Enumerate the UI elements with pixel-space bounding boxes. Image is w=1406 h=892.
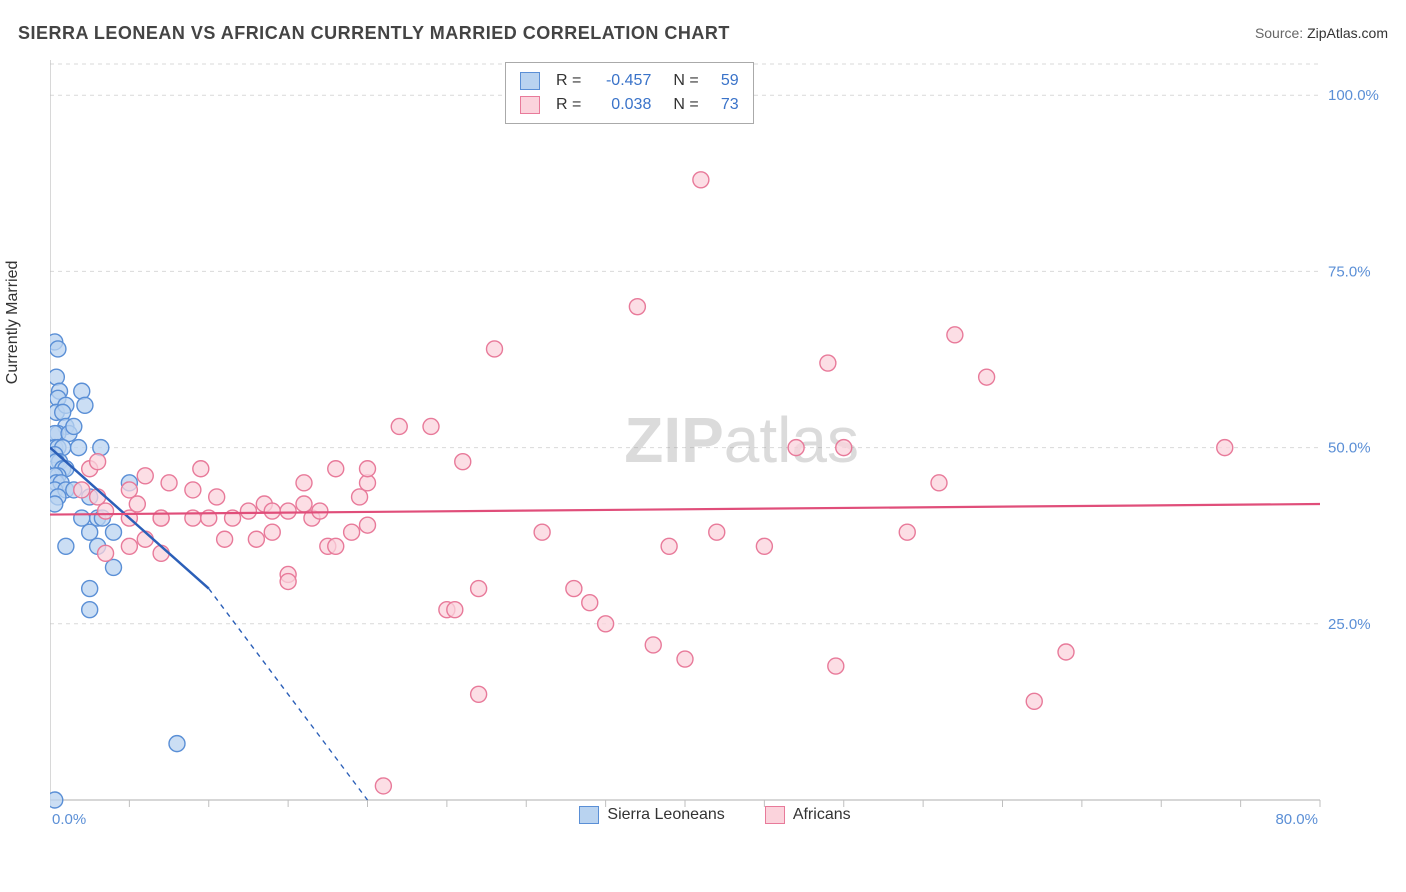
chart-title: SIERRA LEONEAN VS AFRICAN CURRENTLY MARR… bbox=[18, 23, 730, 44]
stat-n-label-1: N = bbox=[673, 72, 698, 90]
svg-text:100.0%: 100.0% bbox=[1328, 87, 1379, 104]
legend-swatch-blue-bottom bbox=[579, 806, 599, 824]
title-row: SIERRA LEONEAN VS AFRICAN CURRENTLY MARR… bbox=[18, 18, 1388, 48]
svg-text:25.0%: 25.0% bbox=[1328, 616, 1371, 633]
stat-r-label-2: R = bbox=[556, 96, 581, 114]
stat-r-value-2: 0.038 bbox=[591, 96, 651, 114]
legend-swatch-pink-bottom bbox=[765, 806, 785, 824]
source-attribution: Source: ZipAtlas.com bbox=[1255, 25, 1388, 41]
source-link[interactable]: ZipAtlas.com bbox=[1307, 25, 1388, 41]
legend-label-africans: Africans bbox=[793, 806, 851, 824]
stat-r-value-1: -0.457 bbox=[591, 72, 651, 90]
legend-swatch-blue bbox=[520, 72, 540, 90]
plot-area: ZIPatlas0.0%80.0%25.0%50.0%75.0%100.0% R… bbox=[50, 60, 1380, 830]
y-axis-label: Currently Married bbox=[4, 261, 22, 385]
plot-svg: ZIPatlas0.0%80.0%25.0%50.0%75.0%100.0% bbox=[50, 60, 1380, 830]
stat-n-value-1: 59 bbox=[709, 72, 739, 90]
chart-container: SIERRA LEONEAN VS AFRICAN CURRENTLY MARR… bbox=[0, 0, 1406, 892]
svg-text:75.0%: 75.0% bbox=[1328, 263, 1371, 280]
legend-stats-row-1: R = -0.457 N = 59 bbox=[520, 69, 739, 93]
stat-r-label-1: R = bbox=[556, 72, 581, 90]
legend-swatch-pink bbox=[520, 96, 540, 114]
legend-stats-row-2: R = 0.038 N = 73 bbox=[520, 93, 739, 117]
stat-n-label-2: N = bbox=[673, 96, 698, 114]
svg-text:ZIPatlas: ZIPatlas bbox=[624, 404, 859, 476]
legend-bottom: Sierra Leoneans Africans bbox=[50, 800, 1380, 830]
legend-stats-box: R = -0.457 N = 59 R = 0.038 N = 73 bbox=[505, 62, 754, 124]
legend-item-africans: Africans bbox=[765, 806, 851, 824]
svg-text:50.0%: 50.0% bbox=[1328, 440, 1371, 457]
stat-n-value-2: 73 bbox=[709, 96, 739, 114]
source-label: Source: bbox=[1255, 25, 1303, 41]
legend-label-sierra-leoneans: Sierra Leoneans bbox=[607, 806, 724, 824]
legend-item-sierra-leoneans: Sierra Leoneans bbox=[579, 806, 724, 824]
